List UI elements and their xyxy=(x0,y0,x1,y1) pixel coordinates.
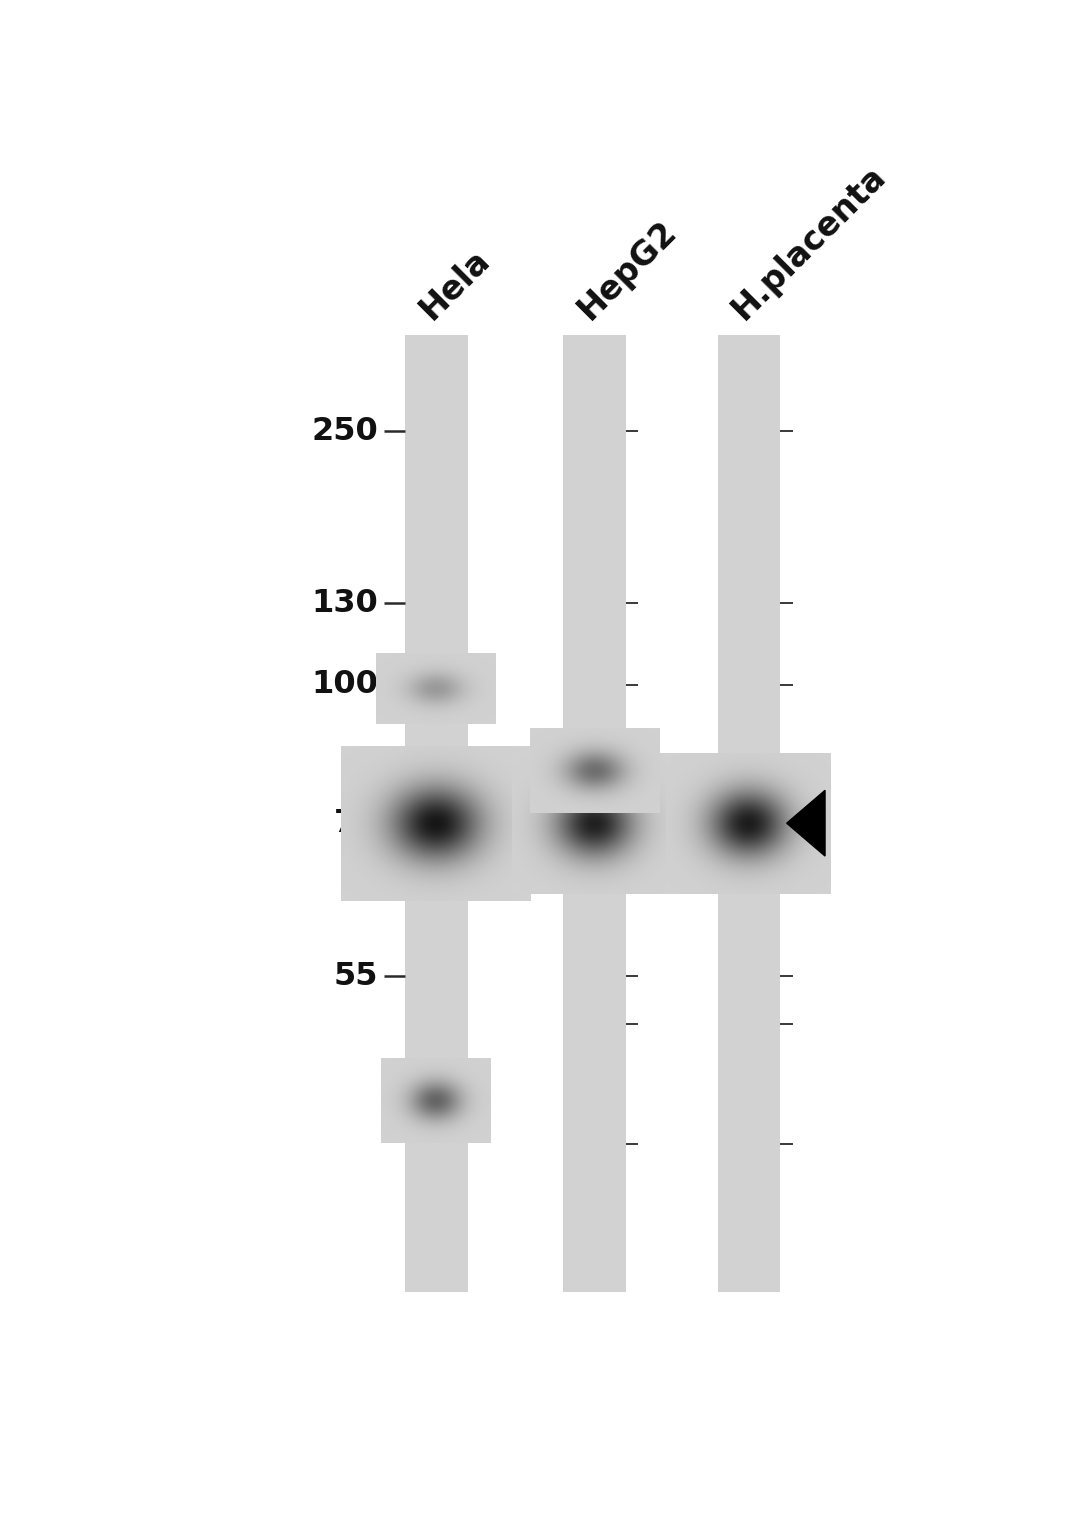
Text: 55: 55 xyxy=(334,960,378,992)
Text: 70: 70 xyxy=(334,808,378,838)
Text: H.placenta: H.placenta xyxy=(726,158,892,326)
Polygon shape xyxy=(787,791,825,856)
Bar xyxy=(405,335,468,1292)
Bar xyxy=(718,335,780,1292)
Text: HepG2: HepG2 xyxy=(571,215,683,326)
Text: 100: 100 xyxy=(312,669,378,700)
Text: 250: 250 xyxy=(312,416,378,447)
Text: Hela: Hela xyxy=(413,242,497,326)
Bar xyxy=(563,335,626,1292)
Text: 130: 130 xyxy=(312,588,378,619)
